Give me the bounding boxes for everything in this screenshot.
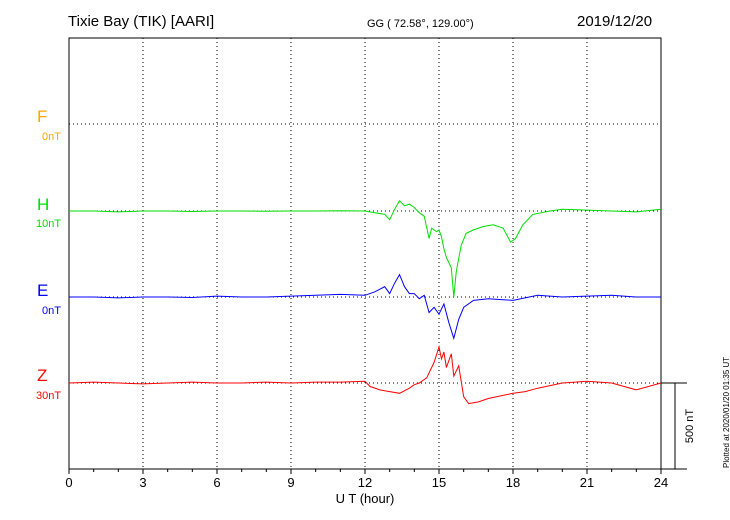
series-line-z: [68, 344, 662, 405]
station-title: Tixie Bay (TIK) [AARI]: [68, 13, 215, 30]
series-line-e: [69, 273, 661, 341]
x-tick-label: 6: [213, 475, 220, 490]
x-tick-label: 12: [358, 475, 372, 490]
station-coordinates: GG ( 72.58°, 129.00°): [367, 18, 474, 30]
channel-label-f: F: [37, 107, 48, 126]
channel-label-e: E: [37, 281, 49, 300]
channel-offset-h: 10nT: [36, 218, 62, 230]
channel-offset-z: 30nT: [36, 390, 62, 402]
channel-label-z: Z: [37, 366, 48, 385]
plotted-timestamp: Plotted at 2020/01/20 01:35 UT: [722, 356, 730, 468]
x-tick-label: 9: [287, 475, 294, 490]
x-tick-label: 18: [506, 475, 520, 490]
x-tick-label: 0: [65, 475, 72, 490]
chart-date: 2019/12/20: [577, 13, 653, 30]
x-tick-label: 24: [654, 475, 668, 490]
series-line-h: [69, 199, 662, 298]
scale-bar-label: 500 nT: [684, 409, 696, 444]
x-tick-label: 3: [139, 475, 146, 490]
x-tick-label: 15: [432, 475, 446, 490]
channel-offset-f: 0nT: [42, 131, 61, 143]
channel-label-h: H: [37, 195, 50, 214]
channel-offset-e: 0nT: [42, 305, 61, 317]
x-tick-label: 21: [580, 475, 594, 490]
x-axis-label: U T (hour): [336, 491, 395, 506]
